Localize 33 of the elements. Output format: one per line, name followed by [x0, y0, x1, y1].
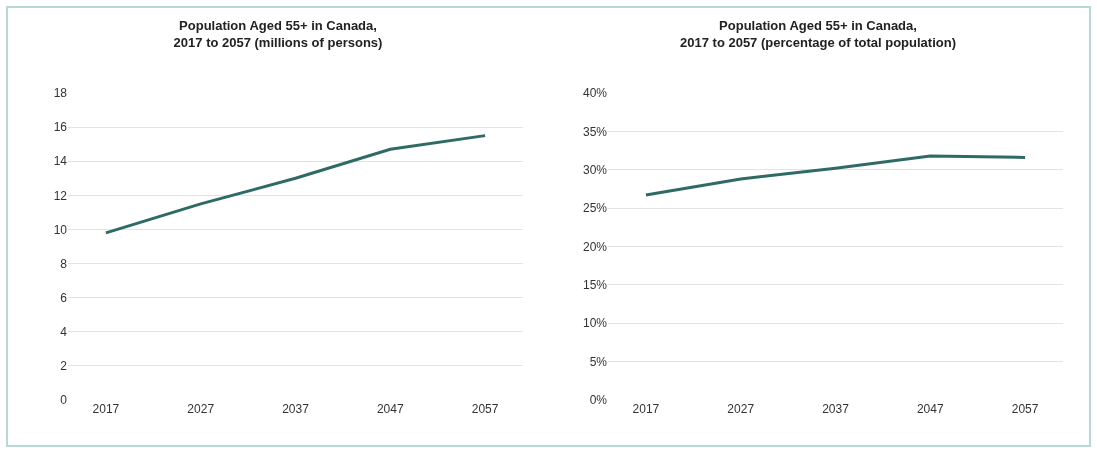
y-tick-label: 16	[53, 120, 68, 135]
chart-title: Population Aged 55+ in Canada, 2017 to 2057 (millions of persons)	[173, 17, 383, 50]
y-tick-label: 25%	[582, 201, 608, 216]
x-tick-label: 2047	[376, 402, 404, 416]
x-tick-label: 2057	[1011, 402, 1039, 416]
line-series	[104, 134, 487, 235]
y-tick-label: 15%	[582, 278, 608, 293]
y-tick-label: 14	[53, 154, 68, 169]
x-tick-label: 2017	[632, 402, 660, 416]
y-tick-label: 0%	[589, 393, 608, 408]
y-tick-label: 30%	[582, 162, 608, 177]
y-tick-label: 40%	[582, 86, 608, 101]
line-series	[644, 154, 1027, 197]
y-tick-label: 8	[60, 256, 68, 271]
y-tick-label: 18	[53, 86, 68, 101]
x-tick-label: 2027	[187, 402, 215, 416]
x-tick-label: 2017	[92, 402, 120, 416]
y-tick-label: 2	[60, 359, 68, 374]
y-tick-label: 6	[60, 290, 68, 305]
x-tick-label: 2037	[822, 402, 850, 416]
x-tick-label: 2027	[727, 402, 755, 416]
y-tick-label: 0	[60, 393, 68, 408]
y-tick-label: 4	[60, 324, 68, 339]
x-tick-label: 2057	[471, 402, 499, 416]
y-tick-label: 10	[53, 222, 68, 237]
chart-title: Population Aged 55+ in Canada, 2017 to 2057 (percentage of total population)	[680, 17, 956, 50]
x-tick-label: 2037	[282, 402, 310, 416]
y-tick-label: 12	[53, 188, 68, 203]
y-tick-label: 10%	[582, 316, 608, 331]
y-tick-label: 35%	[582, 124, 608, 139]
x-tick-label: 2047	[916, 402, 944, 416]
y-tick-label: 20%	[582, 239, 608, 254]
y-tick-label: 5%	[589, 354, 608, 369]
